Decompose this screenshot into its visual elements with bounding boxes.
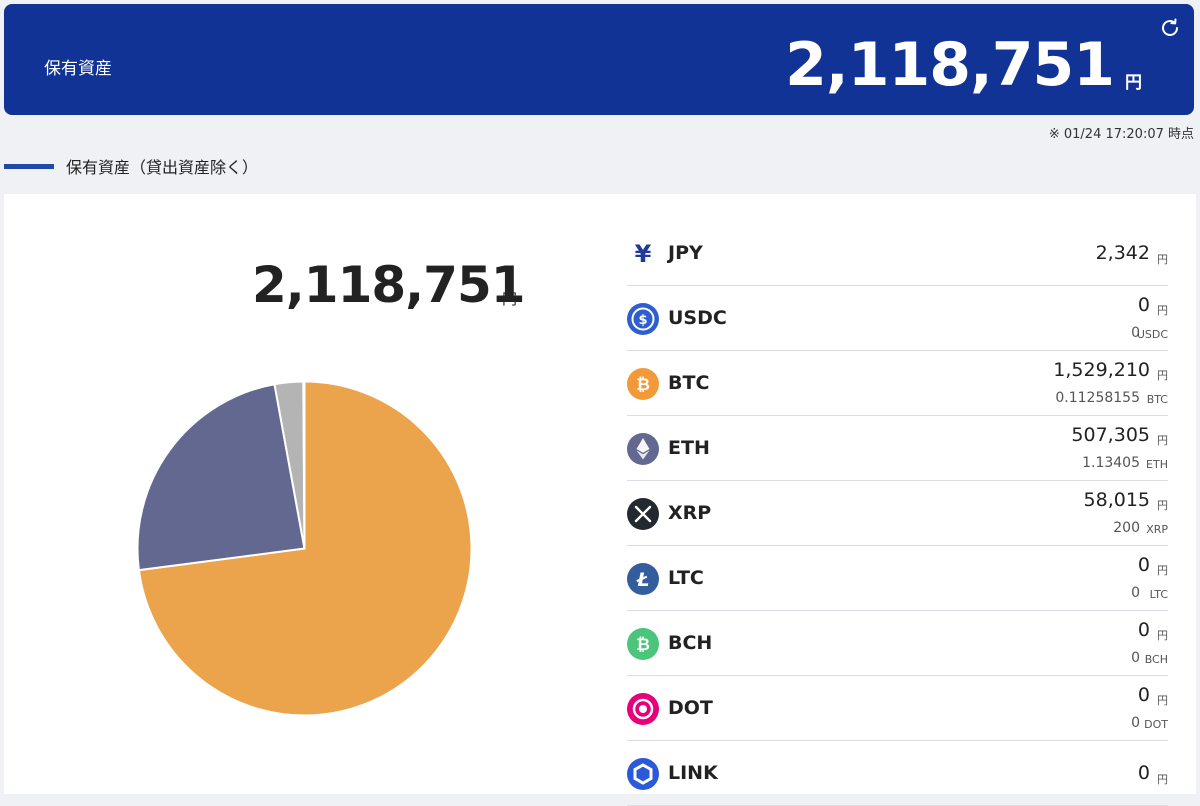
chart-total-unit: 円 [502,290,518,308]
asset-row-dot[interactable]: DOT 0 円 0 DOT [627,676,1168,741]
asset-row-jpy[interactable]: ¥ JPY 2,342 円 [627,219,1168,286]
updated-timestamp: ※ 01/24 17:20:07 時点 [1048,127,1194,142]
asset-symbol: BTC [668,372,710,394]
asset-jpy-unit: 円 [1157,773,1168,786]
bitcoin-icon: ₿ [627,368,659,400]
asset-jpy-value: 0 [1137,619,1150,641]
asset-row-bch[interactable]: ₿ BCH 0 円 0 BCH [627,611,1168,676]
yen-icon: ¥ [627,238,659,270]
asset-symbol: LTC [668,567,704,589]
asset-jpy-unit: 円 [1157,304,1168,317]
asset-jpy-unit: 円 [1157,434,1168,447]
asset-quantity: 0 [1131,650,1140,666]
asset-symbol: LINK [668,762,718,784]
pie-slice-eth[interactable] [136,383,306,572]
asset-row-ltc[interactable]: Ł LTC 0 円 0 LTC [627,546,1168,611]
asset-quantity: 0 [1131,585,1140,601]
svg-text:₿: ₿ [636,375,650,395]
asset-quantity: 1.13405 [1082,455,1140,471]
asset-jpy-unit: 円 [1157,499,1168,512]
asset-jpy-unit: 円 [1157,694,1168,707]
asset-jpy-unit: 円 [1157,369,1168,382]
asset-quantity-unit: LTC [1149,588,1168,601]
svg-text:Ł: Ł [636,569,650,591]
assets-panel: 2,118,751 円 ¥ JPY 2,342 円 $ USDC 0 円 0 U… [4,194,1196,806]
asset-quantity-unit: ETH [1146,458,1168,471]
total-assets-header: 保有資産 2,118,751 円 [4,4,1194,115]
section-title-text: 保有資産（貸出資産除く） [66,158,259,177]
asset-jpy-value: 1,529,210 [1053,359,1150,381]
asset-jpy-value: 0 [1137,684,1150,706]
asset-symbol: DOT [668,697,713,719]
asset-quantity-unit: BTC [1146,393,1168,406]
asset-quantity-unit: DOT [1144,718,1168,731]
asset-pie-chart [136,380,473,717]
chainlink-icon [627,758,659,790]
asset-jpy-unit: 円 [1157,564,1168,577]
litecoin-icon: Ł [627,563,659,595]
asset-jpy-value: 0 [1137,554,1150,576]
asset-row-usdc[interactable]: $ USDC 0 円 0 USDC [627,286,1168,351]
asset-jpy-value: 58,015 [1083,489,1150,511]
asset-list: ¥ JPY 2,342 円 $ USDC 0 円 0 USDC ₿ BTC 1,… [627,219,1168,806]
xrp-icon [627,498,659,530]
header-total-unit: 円 [1125,73,1142,93]
asset-row-btc[interactable]: ₿ BTC 1,529,210 円 0.11258155 BTC [627,351,1168,416]
chart-total-value: 2,118,751 [252,256,526,314]
asset-row-eth[interactable]: ETH 507,305 円 1.13405 ETH [627,416,1168,481]
header-label: 保有資産 [44,59,112,79]
svg-text:$: $ [638,313,647,328]
bitcoin-cash-icon: ₿ [627,628,659,660]
asset-symbol: BCH [668,632,713,654]
header-total-value: 2,118,751 [785,30,1115,100]
ethereum-icon [627,433,659,465]
refresh-icon[interactable] [1158,16,1182,40]
asset-symbol: ETH [668,437,710,459]
svg-text:¥: ¥ [635,240,652,268]
asset-jpy-value: 507,305 [1071,424,1150,446]
asset-quantity-unit: USDC [1136,328,1168,341]
svg-text:₿: ₿ [636,635,650,655]
polkadot-icon [627,693,659,725]
asset-jpy-value: 0 [1137,762,1150,784]
section-title-bar [4,163,54,169]
asset-quantity: 0 [1131,715,1140,731]
usdc-icon: $ [627,303,659,335]
asset-quantity: 0 [1131,325,1140,341]
pie-slice-jpy[interactable] [302,380,306,549]
asset-jpy-value: 0 [1137,294,1150,316]
asset-jpy-value: 2,342 [1095,242,1150,264]
asset-jpy-unit: 円 [1157,253,1168,266]
asset-symbol: JPY [668,242,703,264]
asset-jpy-unit: 円 [1157,629,1168,642]
asset-quantity: 200 [1113,520,1140,536]
asset-quantity: 0.11258155 [1055,390,1140,406]
asset-quantity-unit: XRP [1146,523,1168,536]
asset-symbol: XRP [668,502,712,524]
section-title: 保有資産（貸出資産除く） [4,154,258,178]
asset-quantity-unit: BCH [1144,653,1168,666]
asset-row-link[interactable]: LINK 0 円 [627,741,1168,806]
asset-symbol: USDC [668,307,727,329]
asset-row-xrp[interactable]: XRP 58,015 円 200 XRP [627,481,1168,546]
